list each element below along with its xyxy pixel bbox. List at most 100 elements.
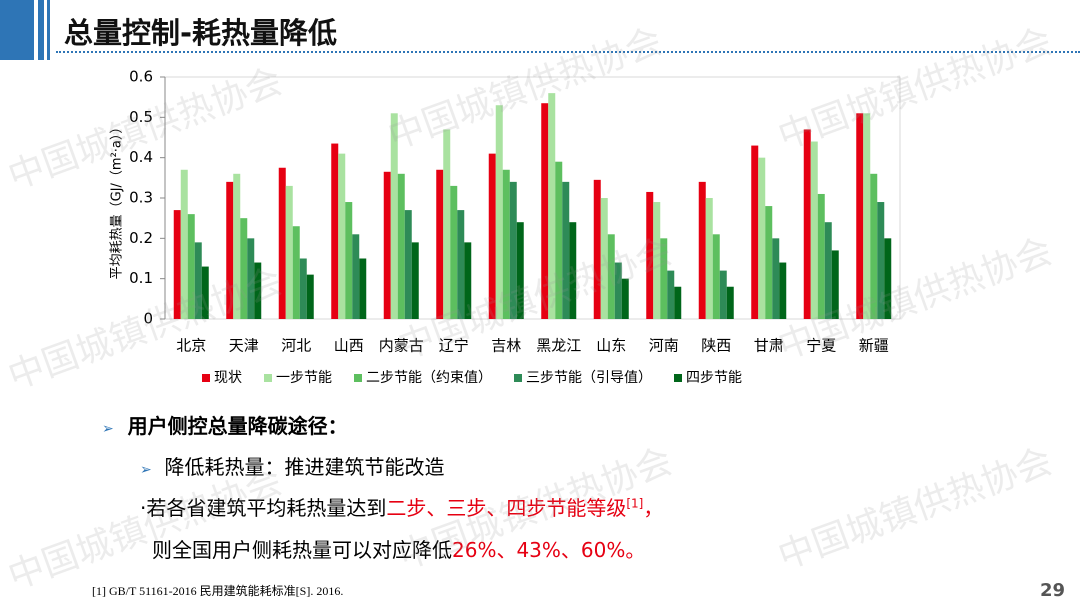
bar <box>240 218 248 319</box>
bar <box>247 238 255 319</box>
bar <box>751 145 759 319</box>
bar <box>397 173 405 319</box>
bar <box>569 222 577 319</box>
bar <box>306 274 314 319</box>
legend-label: 二步节能（约束值） <box>366 370 492 386</box>
bar <box>201 266 209 319</box>
x-tick-label: 陕西 <box>701 337 731 355</box>
x-tick-label: 山西 <box>334 337 364 355</box>
y-tick-label: 0.6 <box>129 68 153 86</box>
bar <box>180 169 188 319</box>
x-tick-label: 内蒙古 <box>379 337 424 355</box>
bar <box>653 202 661 319</box>
bullet-sub: ➢ 降低耗热量：推进建筑节能改造 <box>140 455 445 479</box>
y-axis-label: 平均耗热量（GJ/（m²·a）） <box>110 121 125 280</box>
bar <box>646 191 654 319</box>
bar <box>488 153 496 319</box>
legend-swatch <box>674 374 682 382</box>
bar <box>824 222 832 319</box>
bar <box>502 169 510 319</box>
x-tick-label: 新疆 <box>859 337 889 355</box>
legend-label: 三步节能（引导值） <box>526 370 652 386</box>
bar <box>803 129 811 319</box>
y-tick-label: 0.5 <box>129 108 153 126</box>
bar <box>870 173 878 319</box>
legend-swatch <box>514 374 522 382</box>
bar <box>338 153 346 319</box>
bar <box>254 262 262 319</box>
bar <box>705 198 713 319</box>
x-tick-label: 辽宁 <box>439 337 469 355</box>
bar <box>411 242 419 319</box>
text: 二步、三步、四步节能等级 <box>386 496 627 520</box>
x-tick-label: 甘肃 <box>754 337 784 355</box>
header-bar <box>38 0 44 60</box>
legend-label: 四步节能 <box>686 370 742 386</box>
bar <box>450 185 458 319</box>
bar <box>607 234 615 319</box>
slide-title: 总量控制-耗热量降低 <box>64 16 338 50</box>
bar <box>516 222 524 319</box>
legend-swatch <box>264 374 272 382</box>
x-tick-label: 山东 <box>596 337 626 355</box>
x-tick-label: 北京 <box>176 337 206 355</box>
text: ， <box>643 496 664 520</box>
bar <box>173 210 181 319</box>
bullet-heading: ➢ 用户侧控总量降碳途径： <box>102 414 348 438</box>
bar <box>541 103 549 319</box>
text: [1] <box>626 496 644 511</box>
bar <box>562 181 570 319</box>
bar <box>443 129 451 319</box>
footnote: [1] GB/T 51161-2016 民用建筑能耗标准[S]. 2016. <box>92 584 344 598</box>
header-bar <box>0 0 34 60</box>
bar <box>299 258 307 319</box>
bar <box>278 167 286 319</box>
text: ·若各省建筑平均耗热量达到 <box>140 496 387 520</box>
bar <box>863 113 871 319</box>
bar <box>436 169 444 319</box>
header-bar <box>47 0 50 60</box>
text: 降低耗热量：推进建筑节能改造 <box>164 455 445 479</box>
bar <box>674 286 682 319</box>
legend-label: 一步节能 <box>276 370 332 386</box>
bar <box>698 181 706 319</box>
bar <box>457 210 465 319</box>
plot-frame <box>164 76 901 320</box>
bar <box>390 113 398 319</box>
bar <box>383 171 391 319</box>
x-tick-label: 吉林 <box>491 337 521 355</box>
bar <box>194 242 202 319</box>
bar <box>345 202 353 319</box>
bar <box>331 143 339 319</box>
bar <box>810 141 818 319</box>
header-rule <box>56 51 1080 53</box>
bar <box>712 234 720 319</box>
bar <box>772 238 780 319</box>
y-tick-label: 0.3 <box>129 189 153 207</box>
bar <box>817 193 825 319</box>
text: 26%、43%、60%。 <box>452 538 646 562</box>
bar <box>292 226 300 319</box>
bullet-line: 则全国用户侧耗热量可以对应降低26%、43%、60%。 <box>152 534 645 563</box>
page-number: 29 <box>1040 580 1066 601</box>
bar <box>600 198 608 319</box>
bar <box>877 202 885 319</box>
x-tick-label: 黑龙江 <box>536 337 581 355</box>
y-tick-label: 0.2 <box>129 229 153 247</box>
x-tick-label: 河南 <box>649 337 679 355</box>
bar <box>660 238 668 319</box>
bar <box>285 185 293 319</box>
bar <box>667 270 675 319</box>
bar <box>509 181 517 319</box>
bar <box>352 234 360 319</box>
bar <box>614 262 622 319</box>
bar <box>359 258 367 319</box>
bar <box>621 278 629 319</box>
watermark: 中国城镇供热协会 <box>772 440 1058 578</box>
bar <box>593 179 601 319</box>
bar <box>726 286 734 319</box>
text: 则全国用户侧耗热量可以对应降低 <box>152 538 452 562</box>
y-tick-label: 0.1 <box>129 269 153 287</box>
bar <box>765 206 773 319</box>
